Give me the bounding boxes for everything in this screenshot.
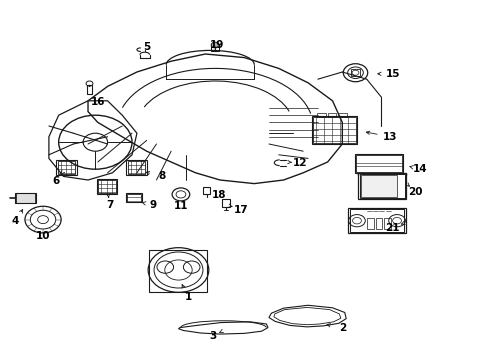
Bar	[350, 69, 359, 76]
Bar	[97, 179, 117, 194]
Circle shape	[211, 42, 219, 48]
Text: 17: 17	[234, 204, 248, 215]
Bar	[347, 208, 405, 233]
Text: 12: 12	[292, 158, 306, 168]
Text: 15: 15	[385, 69, 400, 79]
Text: 16: 16	[90, 96, 105, 107]
Text: 3: 3	[209, 330, 216, 341]
Bar	[211, 44, 219, 51]
Bar	[98, 180, 116, 193]
Bar	[361, 175, 396, 197]
Bar	[56, 160, 77, 175]
Text: 11: 11	[173, 201, 188, 211]
Bar	[366, 218, 373, 229]
Bar	[358, 173, 406, 199]
Text: 14: 14	[412, 164, 427, 174]
Text: 21: 21	[384, 222, 399, 233]
Bar	[354, 154, 403, 173]
Bar	[126, 193, 142, 202]
Bar	[349, 209, 404, 232]
Bar	[355, 155, 401, 172]
Bar	[316, 113, 325, 117]
Bar	[359, 174, 404, 198]
Text: 8: 8	[159, 171, 165, 181]
Bar	[127, 161, 145, 174]
Bar	[327, 113, 336, 117]
Text: 18: 18	[211, 190, 225, 200]
Bar	[375, 218, 382, 229]
Text: 19: 19	[209, 40, 224, 50]
Text: 10: 10	[36, 231, 50, 241]
Text: 1: 1	[184, 292, 191, 302]
Bar	[313, 117, 355, 143]
Text: 13: 13	[382, 132, 397, 142]
Text: 5: 5	[143, 42, 150, 52]
Bar	[16, 193, 35, 203]
Bar	[87, 85, 92, 94]
Bar	[58, 161, 75, 174]
Bar	[384, 218, 390, 229]
Bar	[203, 187, 210, 194]
Bar	[126, 160, 146, 175]
Text: 6: 6	[53, 176, 60, 186]
Text: 20: 20	[407, 186, 422, 197]
Bar	[311, 116, 356, 144]
Text: 4: 4	[12, 216, 20, 226]
Text: 9: 9	[149, 200, 156, 210]
Bar	[222, 199, 230, 207]
Text: 7: 7	[106, 200, 114, 210]
Bar	[149, 250, 206, 292]
Bar	[127, 194, 141, 202]
Bar	[15, 193, 36, 203]
Bar	[338, 113, 346, 117]
Text: 2: 2	[338, 323, 345, 333]
